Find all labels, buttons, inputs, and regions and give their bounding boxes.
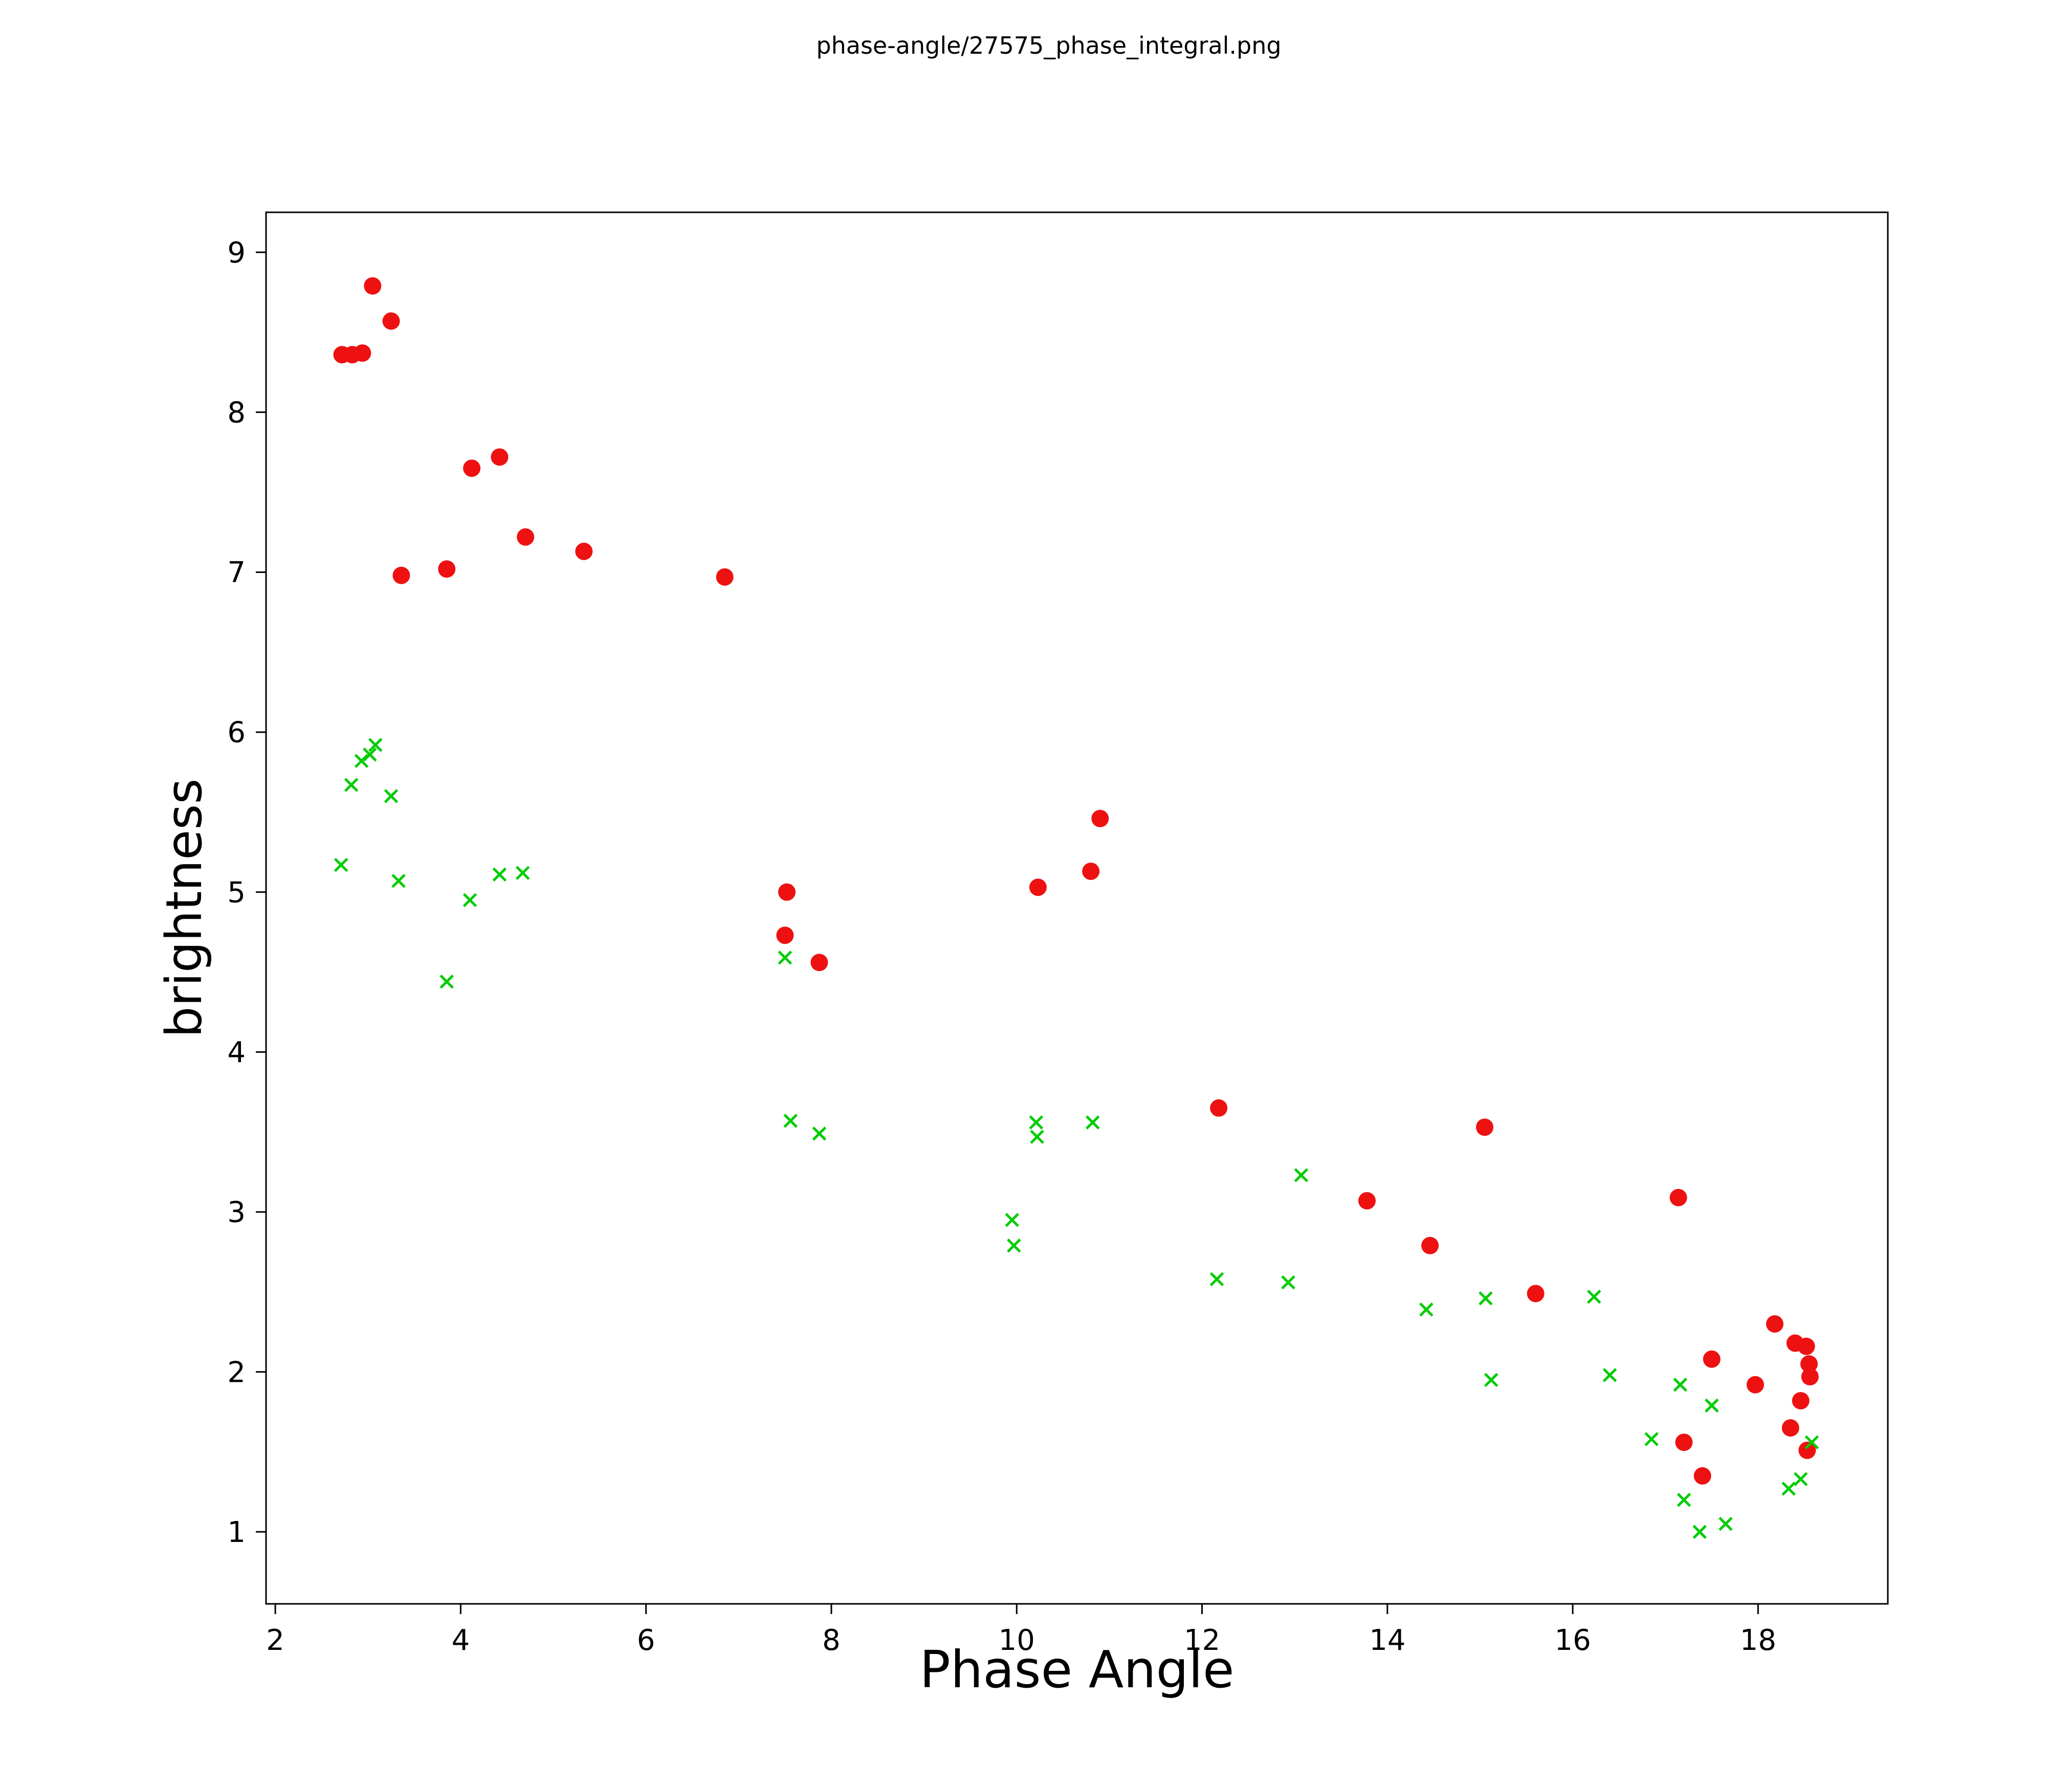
data-point-x bbox=[439, 975, 454, 989]
data-point-x bbox=[1718, 1516, 1733, 1531]
y-axis-ticks: 1 2 3 4 5 6 7 8 9 bbox=[227, 236, 266, 1549]
data-point-circle bbox=[438, 560, 456, 578]
data-point-circle bbox=[1421, 1237, 1439, 1254]
data-point-x bbox=[462, 893, 477, 908]
data-point-x bbox=[783, 1114, 798, 1128]
data-point-x bbox=[1781, 1482, 1796, 1496]
data-point-circle bbox=[1675, 1433, 1693, 1451]
data-point-x bbox=[1294, 1168, 1309, 1182]
scatter-series-red-circles bbox=[333, 277, 1819, 1485]
y-axis-label: brightness bbox=[156, 778, 213, 1038]
data-point-x bbox=[344, 778, 359, 792]
data-point-circle bbox=[517, 528, 535, 546]
y-tick-label: 3 bbox=[227, 1196, 246, 1229]
data-point-circle bbox=[1358, 1192, 1376, 1210]
x-tick-label: 14 bbox=[1369, 1624, 1405, 1657]
data-point-circle bbox=[392, 566, 410, 584]
y-tick-label: 8 bbox=[227, 396, 246, 429]
data-point-x bbox=[1029, 1115, 1044, 1130]
data-point-circle bbox=[382, 312, 400, 330]
x-tick-label: 12 bbox=[1184, 1624, 1220, 1657]
data-point-x bbox=[492, 867, 507, 882]
y-tick-label: 7 bbox=[227, 556, 246, 589]
x-axis-ticks: 2 4 6 8 10 12 14 16 18 bbox=[266, 1604, 1776, 1657]
data-point-x bbox=[1602, 1368, 1617, 1382]
x-tick-label: 16 bbox=[1554, 1624, 1591, 1657]
data-point-circle bbox=[1082, 863, 1100, 880]
data-point-circle bbox=[810, 954, 828, 972]
data-point-x bbox=[516, 866, 530, 880]
data-point-x bbox=[1677, 1493, 1691, 1507]
data-point-x bbox=[1086, 1115, 1100, 1130]
data-point-circle bbox=[1029, 878, 1047, 896]
y-tick-label: 9 bbox=[227, 236, 246, 270]
x-axis-label: Phase Angle bbox=[919, 1640, 1235, 1700]
data-point-circle bbox=[1797, 1337, 1815, 1355]
data-point-circle bbox=[1781, 1419, 1799, 1437]
data-point-circle bbox=[575, 542, 593, 560]
data-point-circle bbox=[1476, 1118, 1494, 1136]
data-point-x bbox=[1705, 1398, 1719, 1413]
data-point-x bbox=[1479, 1291, 1493, 1306]
data-point-circle bbox=[1693, 1467, 1711, 1485]
data-point-circle bbox=[1766, 1315, 1784, 1333]
data-point-circle bbox=[1527, 1285, 1545, 1303]
scatter-series-green-crosses bbox=[334, 738, 1819, 1539]
data-point-circle bbox=[778, 883, 796, 901]
data-point-x bbox=[1281, 1275, 1295, 1290]
data-point-circle bbox=[1669, 1188, 1687, 1206]
data-point-x bbox=[1793, 1472, 1808, 1486]
axes-frame bbox=[265, 211, 1889, 1605]
data-point-x bbox=[1484, 1373, 1498, 1387]
chart-title: phase-angle/27575_phase_integral.png bbox=[816, 32, 1282, 59]
data-point-circle bbox=[1801, 1368, 1819, 1386]
x-tick-label: 4 bbox=[452, 1624, 470, 1657]
data-point-circle bbox=[776, 926, 794, 944]
data-point-x bbox=[334, 857, 348, 872]
data-point-x bbox=[1644, 1432, 1659, 1446]
data-point-circle bbox=[1792, 1392, 1810, 1409]
x-tick-label: 10 bbox=[999, 1624, 1035, 1657]
data-point-circle bbox=[1703, 1350, 1721, 1368]
data-point-circle bbox=[716, 568, 734, 586]
data-point-x bbox=[1030, 1130, 1044, 1144]
y-tick-label: 2 bbox=[227, 1356, 246, 1389]
y-tick-label: 5 bbox=[227, 876, 246, 909]
x-tick-label: 8 bbox=[822, 1624, 841, 1657]
x-tick-label: 18 bbox=[1740, 1624, 1776, 1657]
x-tick-label: 6 bbox=[637, 1624, 655, 1657]
y-tick-label: 1 bbox=[227, 1516, 246, 1549]
data-point-circle bbox=[491, 448, 509, 466]
data-point-circle bbox=[463, 459, 481, 477]
data-point-x bbox=[1804, 1435, 1819, 1449]
y-tick-label: 6 bbox=[227, 716, 246, 749]
y-tick-label: 4 bbox=[227, 1036, 246, 1069]
data-point-x bbox=[391, 874, 406, 888]
data-point-x bbox=[778, 951, 792, 965]
data-point-circle bbox=[1800, 1355, 1818, 1373]
data-point-x bbox=[354, 754, 369, 768]
x-tick-label: 2 bbox=[266, 1624, 284, 1657]
data-point-x bbox=[368, 738, 383, 752]
data-point-circle bbox=[364, 277, 382, 295]
data-point-x bbox=[1005, 1212, 1019, 1227]
data-point-x bbox=[1007, 1238, 1021, 1253]
data-point-x bbox=[812, 1127, 827, 1141]
data-point-circle bbox=[354, 344, 371, 362]
data-point-x bbox=[1692, 1525, 1707, 1539]
data-point-circle bbox=[1746, 1376, 1764, 1394]
data-point-x bbox=[1587, 1289, 1601, 1304]
data-point-x bbox=[1673, 1377, 1688, 1392]
data-point-x bbox=[1419, 1302, 1434, 1317]
data-point-x bbox=[384, 789, 399, 803]
data-point-x bbox=[1209, 1272, 1224, 1287]
data-point-circle bbox=[1091, 809, 1109, 827]
data-point-x bbox=[363, 747, 377, 762]
data-point-circle bbox=[1210, 1099, 1228, 1117]
data-point-circle bbox=[1798, 1441, 1816, 1459]
